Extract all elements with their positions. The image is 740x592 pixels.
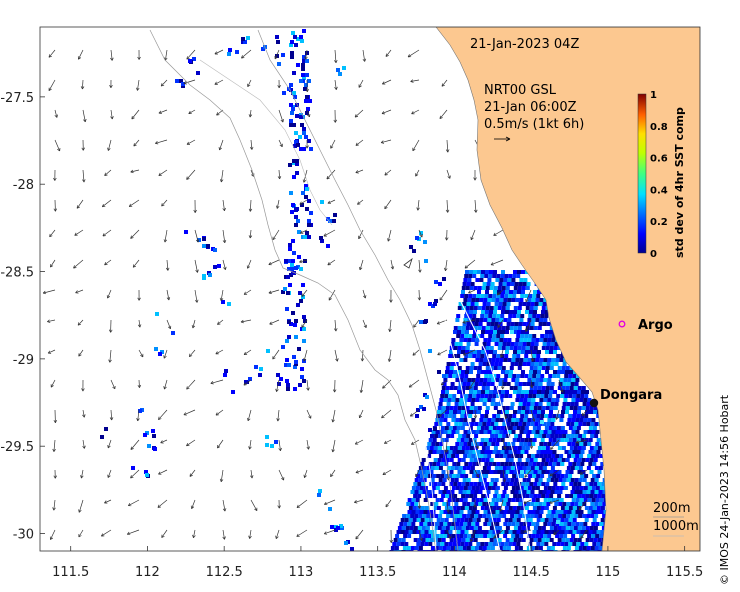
y-tick-label: -28.5 [0,266,34,281]
current-model-label: NRT00 GSL [484,83,557,98]
colorbar-tick-label: 0.2 [650,217,668,228]
x-tick-label: 114 [442,565,467,580]
colorbar-tick-label: 1 [650,90,657,101]
island [403,257,413,269]
plot-frame [39,26,701,552]
x-tick-label: 115 [595,565,620,580]
legend-200m: 200m [653,501,690,516]
dongara-marker-icon [589,398,599,408]
current-scale-label: 0.5m/s (1kt 6h) [484,117,584,132]
x-tick-label: 115.5 [666,565,703,580]
colorbar-tick-label: 0.6 [650,154,668,165]
y-axis: -27.5 -28 -28.5 -29 -29.5 -30 [0,91,45,543]
white-contour-2 [439,299,501,551]
x-axis: 111.5 112 112.5 113 113.5 114 114.5 115 115.5 [52,546,703,580]
y-tick-label: -27.5 [0,91,34,106]
current-arrows [42,49,588,543]
x-tick-label: 113 [289,565,314,580]
colorbar-tick-label: 0 [650,249,657,260]
argo-marker-icon [618,320,626,328]
isobath-200m [149,29,437,551]
x-tick-label: 114.5 [513,565,550,580]
y-tick-label: -29 [13,353,34,368]
place-dongara: Dongara [600,388,662,403]
x-tick-label: 112 [135,565,160,580]
x-tick-label: 113.5 [359,565,396,580]
white-contour-3 [424,439,437,551]
x-tick-label: 111.5 [52,565,89,580]
place-argo: Argo [638,318,673,333]
legend-1000m: 1000m [653,519,699,534]
map-timestamp: 21-Jan-2023 04Z [470,37,579,52]
colorbar-ticks: 0 0.2 0.4 0.6 0.8 1 [650,90,668,260]
imos-credit: © IMOS 24-Jan-2023 14:56 Hobart [718,394,731,585]
colorbar [637,93,647,254]
land-australia [435,27,700,551]
colorbar-label: std dev of 4hr SST comp [673,107,686,258]
y-tick-label: -30 [13,528,34,543]
colorbar-tick-label: 0.8 [650,122,668,133]
y-tick-label: -29.5 [0,440,34,455]
x-tick-label: 112.5 [206,565,243,580]
scale-arrow [494,136,511,142]
y-tick-label: -28 [13,178,34,193]
current-time-label: 21-Jan 06:00Z [484,100,577,115]
colorbar-tick-label: 0.4 [650,185,668,196]
white-contour-1 [454,289,531,551]
isobath-1000m [257,29,459,551]
isobath-inner [199,59,333,226]
